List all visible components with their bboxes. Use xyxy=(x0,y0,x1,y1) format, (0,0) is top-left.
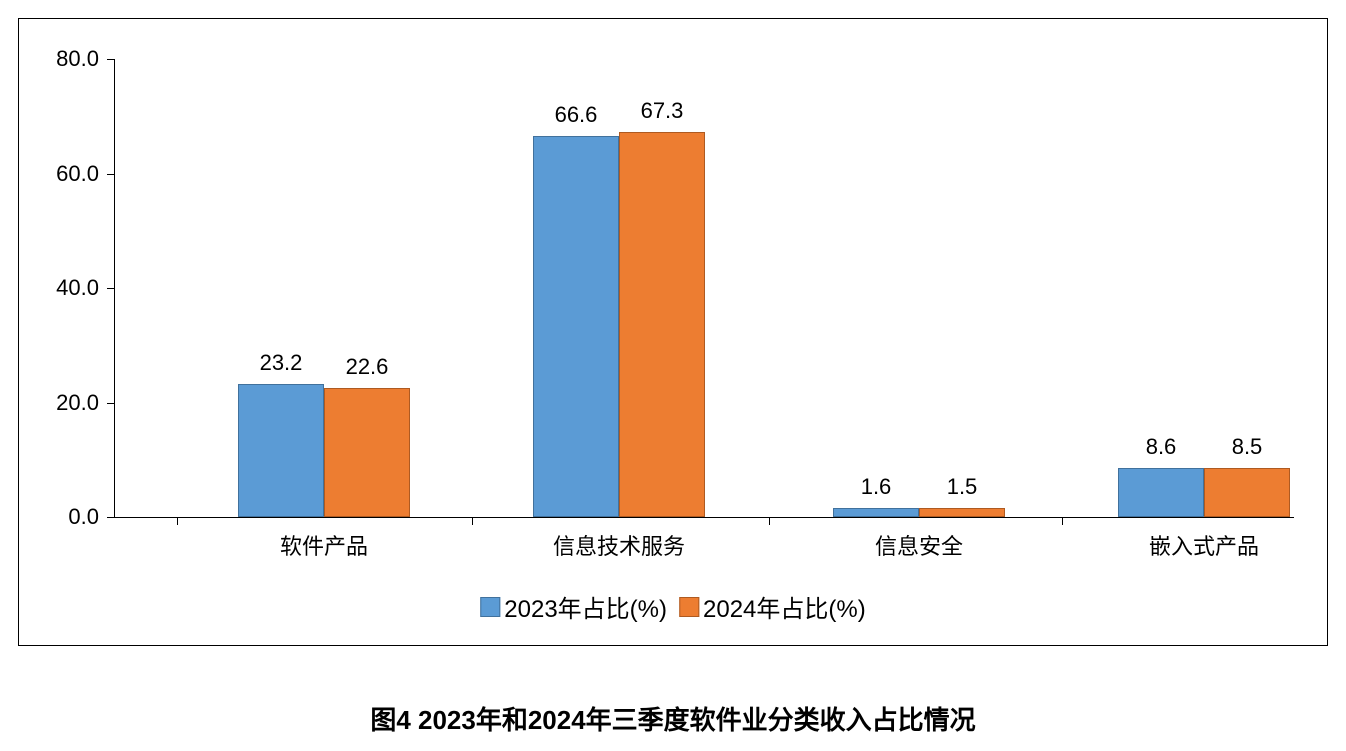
legend-swatch-icon xyxy=(480,597,500,617)
x-axis xyxy=(114,517,1294,518)
legend-label: 2023年占比(%) xyxy=(504,589,667,624)
bar xyxy=(919,508,1005,517)
bar-value-label: 66.6 xyxy=(555,102,598,128)
bar-value-label: 67.3 xyxy=(641,98,684,124)
y-tick-label: 80.0 xyxy=(19,46,99,72)
bar xyxy=(238,384,324,517)
bar-value-label: 1.5 xyxy=(947,474,978,500)
x-tick-mark xyxy=(177,517,178,525)
legend: 2023年占比(%) 2024年占比(%) xyxy=(480,589,865,624)
legend-item-2024: 2024年占比(%) xyxy=(679,589,866,624)
x-tick-mark xyxy=(769,517,770,525)
bar xyxy=(533,136,619,517)
bar-value-label: 8.5 xyxy=(1232,434,1263,460)
y-tick-label: 60.0 xyxy=(19,161,99,187)
x-axis-label: 软件产品 xyxy=(280,529,368,561)
y-tick-label: 40.0 xyxy=(19,275,99,301)
bar-value-label: 1.6 xyxy=(861,474,892,500)
chart-wrapper: 0.0 20.0 40.0 60.0 80.0 23.2 22.6 66.6 67.3 1.6 1… xyxy=(0,0,1346,751)
bar-value-label: 22.6 xyxy=(346,354,389,380)
legend-label: 2024年占比(%) xyxy=(703,589,866,624)
chart-caption: 图4 2023年和2024年三季度软件业分类收入占比情况 xyxy=(0,700,1346,737)
x-tick-mark xyxy=(1062,517,1063,525)
y-tick-mark xyxy=(107,288,114,289)
x-tick-mark xyxy=(472,517,473,525)
chart-border: 0.0 20.0 40.0 60.0 80.0 23.2 22.6 66.6 67.3 1.6 1… xyxy=(18,18,1328,646)
legend-swatch-icon xyxy=(679,597,699,617)
bar-value-label: 23.2 xyxy=(260,350,303,376)
bar xyxy=(1204,468,1290,517)
y-tick-label: 0.0 xyxy=(19,504,99,530)
bar-value-label: 8.6 xyxy=(1146,434,1177,460)
y-tick-label: 20.0 xyxy=(19,390,99,416)
bar xyxy=(324,388,410,517)
x-axis-label: 信息技术服务 xyxy=(553,529,685,561)
legend-item-2023: 2023年占比(%) xyxy=(480,589,667,624)
plot-area: 23.2 22.6 66.6 67.3 1.6 1.5 8.6 8.5 xyxy=(114,59,1294,517)
bar xyxy=(833,508,919,517)
x-axis-label: 嵌入式产品 xyxy=(1149,529,1259,561)
bar xyxy=(1118,468,1204,517)
y-tick-mark xyxy=(107,403,114,404)
y-tick-mark xyxy=(107,517,114,518)
y-tick-mark xyxy=(107,174,114,175)
y-tick-mark xyxy=(107,59,114,60)
bar xyxy=(619,132,705,517)
x-axis-label: 信息安全 xyxy=(875,529,963,561)
